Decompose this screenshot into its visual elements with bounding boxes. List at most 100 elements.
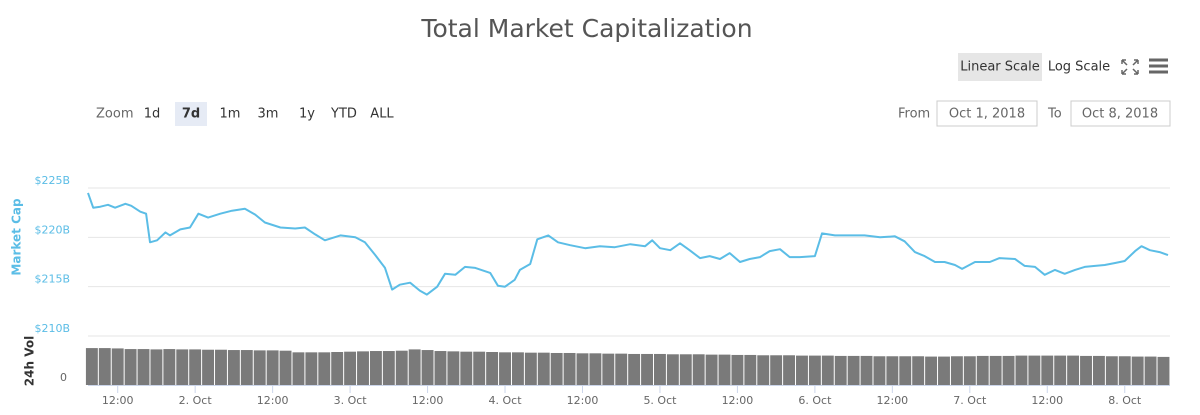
volume-bar bbox=[731, 354, 744, 385]
volume-bar bbox=[1067, 355, 1080, 385]
volume-bar bbox=[499, 352, 511, 385]
volume-bar bbox=[1092, 355, 1105, 385]
volume-bar bbox=[318, 352, 331, 385]
volume-bar bbox=[1144, 356, 1157, 385]
y-tick-label: $215B bbox=[34, 273, 70, 286]
x-tick-label: 12:00 bbox=[567, 394, 599, 407]
volume-bar bbox=[1002, 355, 1015, 385]
from-value[interactable]: Oct 1, 2018 bbox=[949, 107, 1025, 122]
y2-tick-label: 0 bbox=[60, 371, 67, 384]
volume-bar bbox=[757, 355, 770, 385]
menu-icon[interactable] bbox=[1149, 58, 1168, 74]
volume-bar bbox=[550, 352, 563, 385]
volume-bar bbox=[589, 353, 602, 385]
from-input[interactable] bbox=[936, 100, 1038, 127]
chart-title: Total Market Capitalization bbox=[420, 14, 752, 43]
volume-bar bbox=[1015, 355, 1028, 385]
volume-bar bbox=[860, 355, 873, 385]
y2-axis-title: 24h Vol bbox=[23, 336, 37, 386]
volume-bar bbox=[808, 355, 821, 385]
volume-bar bbox=[744, 354, 757, 385]
volume-bar bbox=[834, 355, 847, 385]
volume-bar bbox=[292, 352, 305, 385]
volume-bar bbox=[873, 356, 886, 385]
scale-button[interactable]: Log Scale bbox=[1048, 60, 1110, 75]
zoom-button[interactable]: 7d bbox=[182, 107, 200, 122]
volume-bar bbox=[1118, 356, 1131, 385]
volume-bar bbox=[679, 354, 692, 385]
volume-bar bbox=[434, 351, 447, 385]
volume-bar bbox=[963, 356, 976, 385]
volume-bar bbox=[925, 356, 938, 385]
zoom-button[interactable]: 1m bbox=[220, 107, 241, 122]
volume-bar bbox=[447, 351, 460, 385]
volume-bar bbox=[124, 349, 137, 385]
to-value[interactable]: Oct 8, 2018 bbox=[1082, 107, 1158, 122]
volume-bar bbox=[305, 352, 318, 385]
y-tick-label: $225B bbox=[34, 174, 70, 187]
volume-bar bbox=[705, 354, 718, 385]
volume-bar bbox=[163, 349, 176, 385]
y-tick-label: $220B bbox=[34, 223, 70, 236]
volume-bar bbox=[576, 353, 589, 385]
volume-bar bbox=[1131, 356, 1144, 385]
x-tick-label: 12:00 bbox=[722, 394, 754, 407]
to-input[interactable] bbox=[1070, 100, 1171, 127]
x-tick-label: 5. Oct bbox=[643, 394, 677, 407]
to-label: To bbox=[1047, 107, 1062, 122]
zoom-button[interactable]: 1y bbox=[299, 107, 315, 122]
volume-bar bbox=[382, 351, 395, 385]
volume-bar bbox=[357, 351, 369, 385]
y-axis-title: Market Cap bbox=[10, 198, 24, 276]
volume-bar bbox=[615, 353, 628, 385]
volume-bar bbox=[473, 351, 486, 385]
volume-bar bbox=[369, 351, 382, 385]
volume-bar bbox=[227, 350, 240, 385]
volume-bar bbox=[950, 356, 963, 385]
y-tick-label: $210B bbox=[34, 322, 70, 335]
volume-bar bbox=[111, 348, 124, 385]
zoom-button[interactable]: 1d bbox=[144, 107, 161, 122]
volume-bar bbox=[847, 355, 860, 385]
volume-bar bbox=[912, 356, 925, 385]
scale-button[interactable]: Linear Scale bbox=[960, 60, 1040, 75]
zoom-label: Zoom bbox=[96, 107, 133, 122]
volume-bar bbox=[886, 356, 899, 385]
zoom-button[interactable]: ALL bbox=[370, 107, 394, 122]
x-tick-label: 12:00 bbox=[876, 394, 908, 407]
volume-bar bbox=[408, 349, 421, 385]
volume-bar bbox=[628, 353, 641, 385]
volume-bar bbox=[976, 355, 989, 385]
x-tick-label: 8. Oct bbox=[1108, 394, 1142, 407]
x-tick-label: 4. Oct bbox=[489, 394, 523, 407]
volume-bar bbox=[653, 353, 666, 385]
volume-bar bbox=[938, 356, 950, 385]
volume-bar bbox=[1054, 355, 1067, 385]
x-tick-label: 2. Oct bbox=[179, 394, 213, 407]
x-tick-label: 7. Oct bbox=[953, 394, 987, 407]
volume-bar bbox=[1080, 355, 1092, 385]
volume-bar bbox=[783, 355, 796, 385]
volume-bar bbox=[266, 350, 279, 385]
volume-bar bbox=[253, 350, 266, 385]
volume-bar bbox=[85, 348, 98, 385]
x-tick-label: 3. Oct bbox=[334, 394, 368, 407]
volume-bar bbox=[486, 352, 499, 385]
volume-bar bbox=[796, 355, 808, 385]
x-tick-label: 12:00 bbox=[102, 394, 134, 407]
volume-bar bbox=[215, 349, 227, 385]
volume-bar bbox=[989, 355, 1002, 385]
volume-bar bbox=[692, 354, 705, 385]
volume-bar bbox=[1105, 356, 1118, 385]
volume-bar bbox=[189, 349, 202, 385]
zoom-button[interactable]: YTD bbox=[330, 107, 357, 122]
volume-bar bbox=[344, 351, 357, 385]
fullscreen-icon[interactable] bbox=[1121, 59, 1139, 75]
volume-bar bbox=[137, 349, 150, 385]
volume-bar bbox=[899, 356, 912, 385]
zoom-button[interactable]: 3m bbox=[258, 107, 279, 122]
x-tick-label: 12:00 bbox=[257, 394, 289, 407]
volume-bar bbox=[1041, 355, 1054, 385]
